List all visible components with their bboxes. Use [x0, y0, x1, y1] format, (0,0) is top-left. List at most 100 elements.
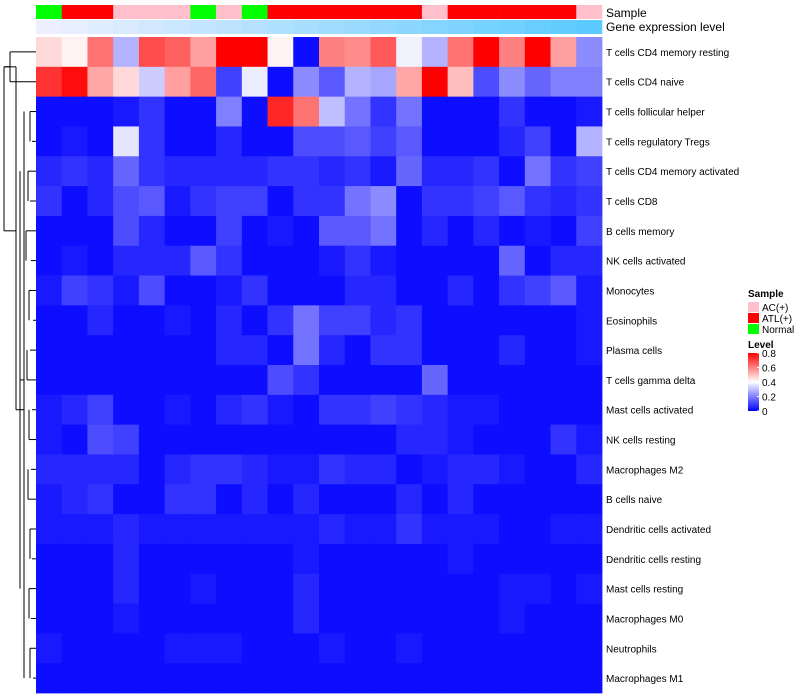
heatmap-cell	[550, 663, 577, 694]
heatmap-cell	[113, 215, 140, 247]
heatmap-cell	[216, 394, 243, 426]
heatmap-cell	[293, 245, 320, 276]
heatmap-cell	[216, 126, 243, 157]
heatmap-cell	[473, 424, 500, 455]
heatmap-cell	[36, 484, 63, 515]
heatmap-cell	[396, 454, 423, 485]
heatmap-cell	[447, 126, 474, 157]
row-label: T cells CD4 naive	[606, 78, 685, 89]
heatmap-cell	[113, 275, 140, 306]
heatmap-cell	[576, 543, 603, 575]
heatmap-cell	[87, 454, 114, 485]
heatmap-cell	[216, 424, 243, 455]
heatmap-cell	[473, 186, 500, 217]
heatmap-cell	[344, 305, 371, 336]
heatmap-cell	[241, 275, 268, 306]
heatmap-cell	[61, 543, 88, 575]
heatmap-cell	[87, 394, 114, 426]
heatmap-cell	[473, 305, 500, 336]
heatmap-cell	[473, 514, 500, 545]
heatmap-cell	[473, 335, 500, 366]
heatmap-cell	[61, 275, 88, 306]
heatmap-cell	[447, 543, 474, 575]
heatmap-cell	[36, 365, 63, 396]
expression-annotation-cell	[293, 20, 320, 34]
heatmap-cell	[550, 573, 577, 604]
heatmap-cell	[61, 186, 88, 217]
heatmap-cell	[36, 156, 63, 187]
heatmap-cell	[164, 394, 191, 426]
heatmap-cell	[447, 305, 474, 336]
heatmap-cell	[447, 335, 474, 366]
heatmap-cell	[421, 424, 449, 455]
heatmap-cell	[550, 365, 577, 396]
heatmap-cell	[190, 484, 217, 515]
row-label: Dendritic cells resting	[606, 555, 701, 566]
heatmap-cell	[216, 514, 243, 545]
heatmap-cell	[370, 603, 397, 634]
heatmap-cell	[293, 275, 320, 306]
legend-sample-label: Normal	[762, 325, 794, 336]
heatmap-cell	[138, 454, 166, 485]
heatmap-cell	[421, 156, 449, 187]
heatmap-cell	[396, 365, 423, 396]
heatmap-cell	[447, 365, 474, 396]
heatmap-cell	[190, 573, 217, 604]
heatmap-cell	[138, 603, 166, 634]
heatmap-cell	[293, 663, 320, 694]
legend-sample-swatch	[748, 324, 759, 334]
heatmap-cell	[499, 454, 526, 485]
legend-sample-swatch	[748, 313, 759, 323]
heatmap-cell	[473, 454, 500, 485]
heatmap-cell	[87, 484, 114, 515]
heatmap-cell	[550, 66, 577, 98]
sample-annotation-cell	[293, 5, 320, 19]
sample-annotation-cell	[319, 5, 346, 19]
heatmap-cell	[293, 365, 320, 396]
heatmap-cell	[421, 37, 449, 68]
heatmap-cell	[576, 275, 603, 306]
heatmap-cell	[319, 454, 346, 485]
heatmap-cell	[524, 633, 551, 664]
heatmap-cell	[293, 66, 320, 98]
heatmap-cell	[524, 156, 551, 187]
heatmap-cell	[499, 424, 526, 455]
heatmap-cell	[267, 335, 294, 366]
heatmap-cell	[396, 543, 423, 575]
heatmap-cell	[293, 37, 320, 68]
heatmap-cell	[138, 484, 166, 515]
heatmap-cell	[36, 335, 63, 366]
heatmap-cell	[576, 186, 603, 217]
heatmap-cell	[61, 484, 88, 515]
heatmap-cell	[36, 603, 63, 634]
heatmap-cell	[113, 66, 140, 98]
heatmap-cell	[216, 365, 243, 396]
sample-annotation-cell	[216, 5, 243, 19]
heatmap-cell	[396, 37, 423, 68]
heatmap-cell	[190, 126, 217, 157]
heatmap-cell	[319, 484, 346, 515]
sample-annotation-cell	[61, 5, 88, 19]
expression-annotation-cell	[576, 20, 603, 34]
heatmap-cell	[190, 275, 217, 306]
heatmap-cell	[447, 275, 474, 306]
heatmap-cell	[241, 603, 268, 634]
heatmap-cell	[267, 66, 294, 98]
heatmap-cell	[396, 156, 423, 187]
heatmap-cell	[267, 37, 294, 68]
heatmap-cell	[421, 96, 449, 127]
row-label: Mast cells activated	[606, 406, 693, 417]
row-label: Macrophages M1	[606, 674, 684, 685]
row-label: NK cells resting	[606, 436, 675, 447]
heatmap-cell	[36, 424, 63, 455]
heatmap-cell	[241, 66, 268, 98]
row-label: Eosinophils	[606, 316, 657, 327]
heatmap-cell	[473, 96, 500, 127]
heatmap-cell	[576, 454, 603, 485]
heatmap-cell	[473, 245, 500, 276]
heatmap-cell	[267, 573, 294, 604]
heatmap-cell	[164, 245, 191, 276]
heatmap-cell	[473, 543, 500, 575]
heatmap-cell	[499, 186, 526, 217]
heatmap-cell	[61, 335, 88, 366]
